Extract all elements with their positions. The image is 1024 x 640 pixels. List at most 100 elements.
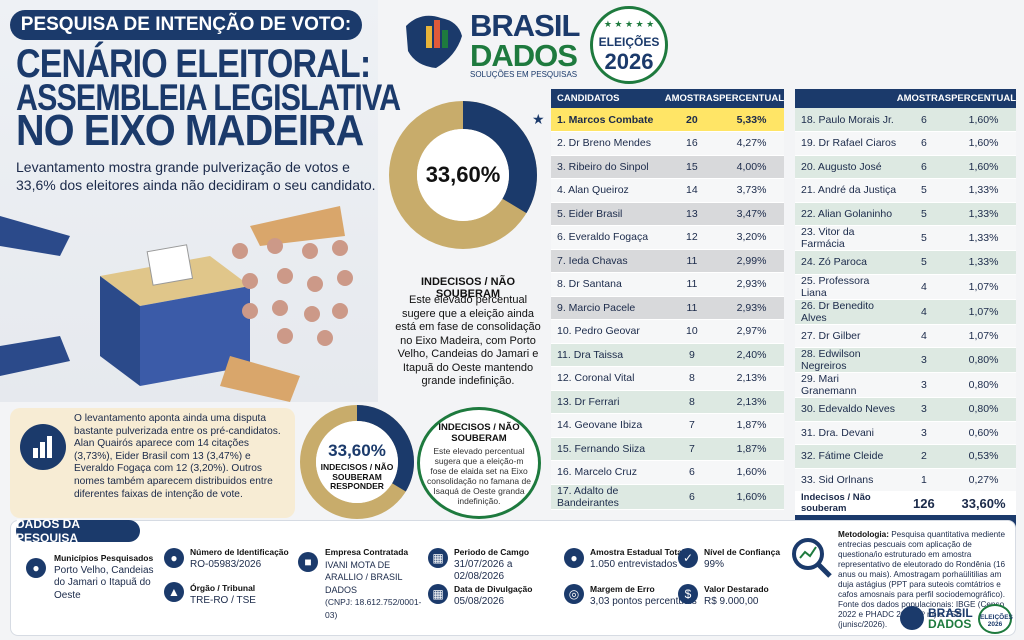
cell-name: 7. Ieda Chavas <box>551 249 665 273</box>
divulgacao-field: Data de Divulgação 05/08/2026 <box>454 584 533 607</box>
cell-count: 7 <box>664 437 720 461</box>
table-row: 24. Zó Paroca 5 1,33% <box>795 250 1016 275</box>
cell-pct: 1,87% <box>719 413 784 438</box>
cell-count: 6 <box>896 155 952 179</box>
seal-stars: ★ ★ ★ ★ ★ <box>603 19 655 29</box>
cell-name: 29. Mari Granemann <box>795 372 897 398</box>
building-icon: ■ <box>298 552 318 572</box>
cell-name: 26. Dr Benedito Alves <box>795 299 897 325</box>
cell-name: 32. Fátime Cleide <box>795 444 897 469</box>
table-row: 16. Marcelo Cruz 6 1,60% <box>551 460 784 485</box>
brazil-map-icon <box>406 15 462 68</box>
cell-count: 11 <box>664 272 720 297</box>
calendar-icon-2: ▦ <box>428 584 448 604</box>
donut-arc <box>389 101 537 249</box>
cell-count: 11 <box>664 249 720 273</box>
analysis-box: O levantamento aponta ainda uma disputa … <box>10 408 295 518</box>
cell-count: 20 <box>664 108 720 132</box>
cell-count: 3 <box>896 372 952 398</box>
table-row: 18. Paulo Morais Jr. 6 1,60% <box>795 108 1016 132</box>
ballot-paper <box>146 244 194 286</box>
table-row: 27. Dr Gilber 4 1,07% <box>795 324 1016 348</box>
cell-name: 30. Edevaldo Neves <box>795 397 897 422</box>
cell-pct: 1,60% <box>951 131 1016 156</box>
small-donut-arc <box>300 405 414 519</box>
table-row: 26. Dr Benedito Alves 4 1,07% <box>795 299 1016 325</box>
table-row: 8. Dr Santana 11 2,93% <box>551 272 784 297</box>
cell-name: 28. Edwilson Negreiros <box>795 347 897 373</box>
small-donut-label: INDECISOS / NÃO SOUBERAM RESPONDER <box>320 462 394 491</box>
municipios-field: Municípios Pesquisados Porto Velho, Cande… <box>54 553 154 601</box>
methodology-text: Metodologia: Pesquisa quantitativa medie… <box>838 530 1006 629</box>
cell-pct: 5,33% <box>719 108 784 132</box>
cell-name: 19. Dr Rafael Ciaros <box>795 131 897 156</box>
survey-data-panel <box>10 520 1016 636</box>
table-row: 31. Dra. Devani 3 0,60% <box>795 421 1016 445</box>
cell-name: 16. Marcelo Cruz <box>551 460 665 485</box>
cell-name: 5. Eider Brasil <box>551 202 665 226</box>
analysis-text: O levantamento aponta ainda uma disputa … <box>74 413 281 500</box>
numero-field: Número de Identificação RO-05983/2026 <box>190 547 289 570</box>
confianca-field: Nível de Confiança 99% <box>704 547 781 570</box>
location-pin-icon: ● <box>26 558 46 578</box>
cell-count: 10 <box>664 319 720 344</box>
cell-count: 5 <box>896 225 952 251</box>
cell-pct: 1,33% <box>951 225 1016 251</box>
seal-line-1: ELEIÇÕES <box>598 35 660 49</box>
cell-pct: 1,60% <box>951 108 1016 132</box>
logo-line-2: DADOS <box>470 38 578 73</box>
note-text: Este elevado percentual sugera que a ele… <box>427 446 531 506</box>
small-donut-value: 33,60% <box>328 441 386 460</box>
cell-pct: 1,60% <box>951 155 1016 179</box>
table-row: 2. Dr Breno Mendes 16 4,27% <box>551 131 784 156</box>
valor-field: Valor Destarado R$ 9.000,00 <box>704 584 769 607</box>
crowd-icons <box>232 238 353 346</box>
table-row: 32. Fátime Cleide 2 0,53% <box>795 444 1016 469</box>
footer-logo: BRASIL DADOS <box>928 606 973 631</box>
cell-pct: 1,07% <box>951 274 1016 300</box>
candidates-table-left: CANDIDATOS AMOSTRAS PERCENTUAL 1. Marcos… <box>551 89 784 510</box>
cell-name: 1. Marcos Combate <box>551 108 665 132</box>
table-row: 33. Sid Orlnans 1 0,27% <box>795 468 1016 492</box>
ballot-box-front <box>140 286 250 386</box>
cell-pct: 0,60% <box>951 421 1016 445</box>
elections-seal: ★ ★ ★ ★ ★ ELEIÇÕES 2026 <box>590 6 668 84</box>
table-row: 4. Alan Queiroz 14 3,73% <box>551 178 784 203</box>
cell-count: 6 <box>664 460 720 485</box>
table-row: 21. André da Justiça 5 1,33% <box>795 178 1016 203</box>
title-line-3: NO EIXO MADEIRA <box>16 106 364 155</box>
cell-pct: 4,27% <box>719 131 784 156</box>
courthouse-icon: ▲ <box>164 582 184 602</box>
cell-name: 8. Dr Santana <box>551 272 665 297</box>
cell-name: 3. Ribeiro do Sinpol <box>551 155 665 179</box>
periodo-field: Periodo de Camgo 31/07/2026 a 02/08/2026 <box>454 547 530 582</box>
note-title: INDECISOS / NÃO SOUBERAM <box>438 422 520 444</box>
people-icon: ● <box>564 548 584 568</box>
cell-pct: 3,47% <box>719 202 784 226</box>
cell-count: 3 <box>896 397 952 422</box>
table-row: 11. Dra Taissa 9 2,40% <box>551 343 784 367</box>
star-icon: ★ <box>532 111 545 127</box>
cell-pct: 2,13% <box>719 390 784 414</box>
cell-name: 2. Dr Breno Mendes <box>551 131 665 156</box>
candidates-table-right: AMOSTRAS PERCENTUAL 18. Paulo Morais Jr.… <box>795 89 1016 533</box>
dollar-icon: $ <box>678 584 698 604</box>
cell-pct: 2,40% <box>719 343 784 367</box>
cell-name: 17. Adalto de Bandeirantes <box>551 484 665 510</box>
person-icon: ● <box>164 548 184 568</box>
cell-name: 24. Zó Paroca <box>795 250 897 275</box>
cell-count: 5 <box>896 178 952 203</box>
logo-line-1: BRASIL <box>470 8 580 43</box>
table-row: 6. Everaldo Fogaça 12 3,20% <box>551 225 784 250</box>
footer-map-icon <box>900 606 924 630</box>
undecided-row: Indecisos / Não souberam 126 33,60% <box>795 491 1016 515</box>
table-row: 1. Marcos Combate 20 5,33% <box>551 108 784 132</box>
cell-count: 1 <box>896 468 952 492</box>
logo-tagline: SOLUÇÕES EM PESQUISAS <box>470 70 578 79</box>
footer-seal: ELEIÇÕES 2026 <box>978 604 1013 634</box>
cell-pct: 0,27% <box>951 468 1016 492</box>
cell-count: 4 <box>896 274 952 300</box>
table-row: 15. Fernando Siiza 7 1,87% <box>551 437 784 461</box>
cell-pct: 0,80% <box>951 397 1016 422</box>
table-row: 30. Edevaldo Neves 3 0,80% <box>795 397 1016 422</box>
